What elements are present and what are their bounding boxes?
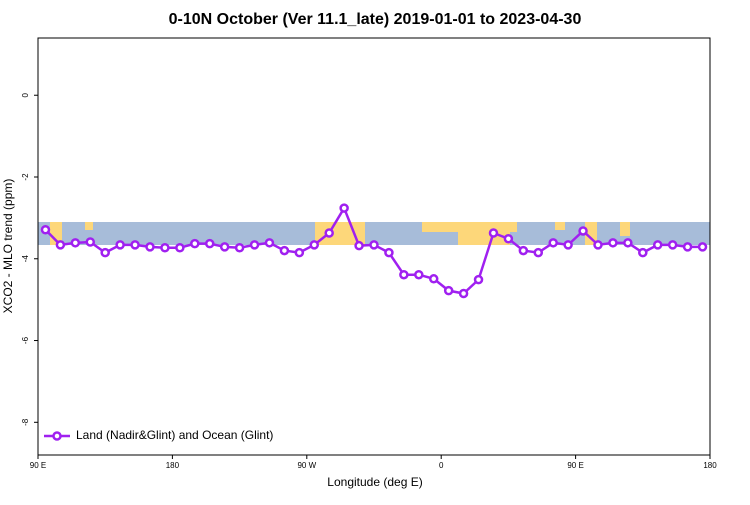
- data-point: [473, 274, 484, 285]
- y-tick-label: -4: [21, 255, 30, 263]
- data-point: [85, 237, 96, 247]
- data-point: [548, 238, 558, 248]
- data-point: [518, 245, 529, 256]
- data-point: [115, 240, 125, 250]
- data-point: [160, 242, 170, 253]
- data-point: [40, 224, 51, 235]
- data-point: [593, 240, 603, 250]
- data-point: [145, 242, 155, 252]
- data-point: [443, 285, 454, 296]
- x-tick-label: 90 E: [30, 461, 46, 470]
- data-point: [100, 247, 110, 258]
- legend-label: Land (Nadir&Glint) and Ocean (Glint): [76, 428, 273, 442]
- data-point: [264, 238, 275, 248]
- data-point: [503, 233, 514, 244]
- data-point: [623, 238, 633, 248]
- y-axis-label: XCO2 - MLO trend (ppm): [1, 179, 15, 314]
- data-point: [638, 247, 648, 258]
- y-tick-label: -2: [21, 173, 30, 181]
- data-point: [697, 242, 708, 252]
- data-point: [204, 238, 215, 249]
- x-tick-label: 90 E: [567, 461, 583, 470]
- x-tick-label: 90 W: [297, 461, 316, 470]
- y-tick-label: -6: [21, 336, 30, 344]
- data-point: [70, 238, 81, 248]
- data-point: [428, 274, 439, 284]
- data-point: [130, 240, 140, 250]
- data-point: [324, 228, 334, 238]
- data-point: [234, 242, 245, 253]
- data-point: [682, 242, 693, 252]
- data-point: [667, 240, 678, 250]
- data-point: [219, 242, 230, 252]
- data-point: [294, 247, 305, 258]
- x-tick-label: 180: [703, 461, 717, 470]
- data-point: [309, 240, 320, 250]
- data-point: [55, 240, 66, 250]
- series-line: [44, 205, 703, 295]
- data-point: [488, 228, 499, 238]
- data-point: [384, 247, 394, 258]
- y-tick-label: -8: [21, 418, 30, 426]
- data-point: [339, 203, 349, 213]
- data-point: [175, 242, 185, 253]
- data-point: [399, 269, 409, 280]
- data-point: [458, 288, 469, 299]
- data-point: [190, 238, 200, 249]
- chart-title: 0-10N October (Ver 11.1_late) 2019-01-01…: [169, 11, 582, 28]
- data-point: [249, 240, 260, 250]
- data-point: [414, 269, 424, 280]
- plot-frame: [37, 37, 711, 456]
- data-point: [369, 240, 379, 250]
- data-point: [563, 240, 573, 250]
- data-point: [652, 240, 663, 250]
- data-point: [533, 247, 544, 258]
- y-tick-label: 0: [21, 92, 30, 97]
- data-point: [578, 226, 588, 236]
- data-point: [279, 245, 290, 256]
- data-point: [354, 240, 364, 251]
- x-tick-label: 0: [439, 461, 444, 470]
- x-tick-label: 180: [166, 461, 180, 470]
- x-axis-label: Longitude (deg E): [327, 475, 422, 489]
- legend-marker: [52, 431, 62, 441]
- data-point: [608, 238, 618, 248]
